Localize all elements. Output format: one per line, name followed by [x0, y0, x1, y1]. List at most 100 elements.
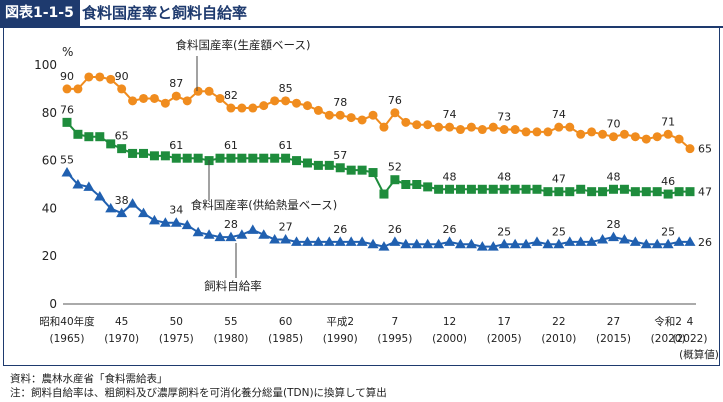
data-point [62, 84, 72, 94]
data-point [466, 184, 476, 194]
data-point [139, 148, 149, 158]
data-point [128, 96, 138, 106]
x-axis-note: (概算値) [679, 348, 719, 361]
x-tick-sublabel: (1990) [323, 333, 358, 345]
data-label: 61 [224, 139, 238, 152]
data-point [226, 153, 236, 163]
data-point [225, 231, 237, 242]
x-tick-label: 昭和40年度 [39, 315, 95, 328]
data-point [629, 236, 641, 246]
data-point [62, 117, 72, 127]
data-point [237, 153, 247, 163]
data-point [673, 236, 685, 246]
data-point [422, 238, 434, 249]
data-point [159, 217, 171, 227]
data-point [598, 129, 608, 139]
data-point [575, 236, 587, 246]
data-point [270, 96, 280, 106]
data-point [138, 207, 150, 218]
data-point [630, 187, 640, 197]
data-point [651, 238, 663, 249]
data-point [434, 122, 444, 132]
data-point [531, 236, 543, 246]
series-name-label: 食料国産率(供給熱量ベース) [191, 198, 337, 212]
data-label: 74 [443, 108, 457, 121]
x-tick-sublabel: (1965) [50, 333, 85, 345]
data-label: 76 [388, 94, 402, 107]
x-tick-label: 12 [443, 316, 456, 328]
x-tick-label: 22 [552, 316, 565, 328]
x-tick-sublabel: (1995) [377, 333, 412, 345]
data-label: 61 [169, 139, 183, 152]
data-point [313, 105, 323, 115]
data-point [455, 184, 465, 194]
x-tick-label: 45 [115, 316, 128, 328]
data-point [576, 129, 586, 139]
data-point [356, 236, 368, 246]
data-point [488, 122, 498, 132]
data-point [487, 241, 499, 251]
data-point [401, 180, 411, 189]
y-tick-label: 60 [42, 154, 57, 168]
data-point [106, 139, 116, 149]
data-point [674, 187, 684, 197]
y-tick-label: 20 [42, 249, 57, 263]
data-point [619, 184, 629, 194]
data-point [532, 127, 542, 137]
x-tick-sublabel: (2015) [596, 333, 631, 345]
data-point [543, 127, 553, 137]
data-label: 28 [606, 218, 620, 231]
data-point [247, 224, 259, 234]
data-point [520, 238, 532, 249]
data-point [226, 103, 236, 113]
x-tick-sublabel: (2005) [487, 333, 522, 345]
data-point [465, 238, 477, 249]
data-point [488, 184, 498, 194]
data-point [476, 241, 488, 251]
data-label: 90 [115, 70, 129, 83]
figure-header: 図表1-1-5 食料国産率と飼料自給率 [0, 0, 723, 28]
data-point [521, 184, 531, 194]
x-tick-sublabel: (1970) [104, 333, 139, 345]
chart-frame [3, 28, 720, 366]
data-point [160, 151, 170, 161]
x-tick-sublabel: (2010) [541, 333, 576, 345]
data-point [379, 122, 389, 132]
data-point [576, 184, 586, 194]
data-point [510, 184, 520, 194]
data-point [445, 122, 455, 132]
data-label: 73 [497, 111, 511, 124]
figure-label: 図表1-1-5 [0, 0, 80, 26]
data-point [652, 187, 662, 197]
data-point [499, 184, 509, 194]
x-tick-label: 60 [279, 316, 292, 328]
data-label: 28 [224, 218, 238, 231]
data-point [607, 231, 619, 242]
data-point [181, 219, 193, 230]
data-point [248, 103, 258, 113]
data-point [160, 98, 170, 108]
data-point [434, 184, 444, 194]
data-point [509, 238, 521, 249]
y-axis-unit: % [62, 45, 73, 59]
x-tick-label: 50 [170, 316, 183, 328]
data-point [618, 233, 630, 244]
y-tick-label: 0 [49, 297, 57, 311]
data-point [510, 125, 520, 135]
data-point [477, 125, 487, 135]
data-point [291, 236, 303, 246]
data-point [379, 189, 389, 199]
data-label: 65 [698, 143, 712, 156]
data-point [313, 160, 323, 170]
series-line [66, 121, 690, 196]
data-point [193, 86, 203, 96]
data-point [411, 238, 423, 249]
data-point [367, 238, 379, 249]
data-label: 70 [606, 118, 620, 131]
data-point [323, 236, 335, 246]
data-label: 46 [661, 175, 675, 188]
data-point [335, 110, 345, 120]
data-point [466, 122, 476, 132]
data-label: 34 [169, 204, 183, 217]
data-point [280, 233, 292, 244]
